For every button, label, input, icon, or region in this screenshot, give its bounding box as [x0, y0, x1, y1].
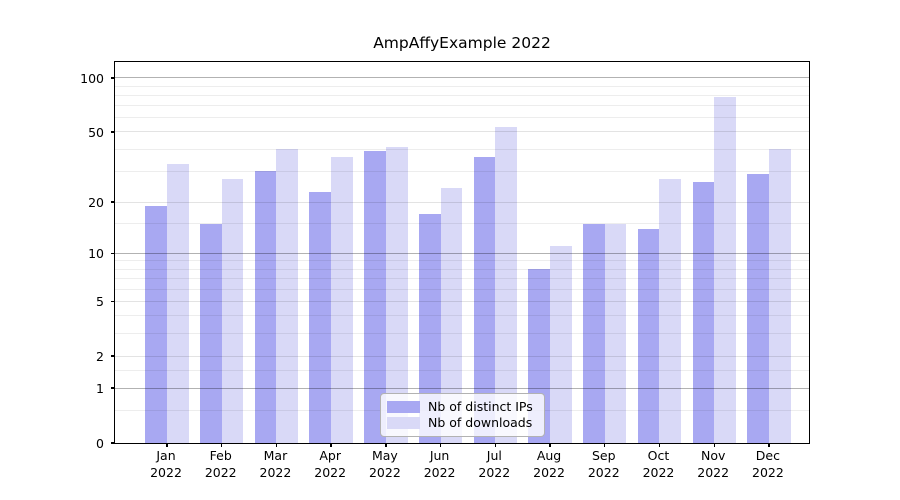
- bar-downloads: [331, 157, 353, 443]
- gridline-major: [115, 252, 809, 254]
- y-tick-label: 5: [96, 294, 104, 310]
- plot-area: Nb of distinct IPs Nb of downloads: [111, 61, 810, 447]
- y-tick-label: 100: [80, 70, 104, 86]
- x-tick-label: Dec 2022: [752, 448, 784, 480]
- x-tick-label: Oct 2022: [642, 448, 675, 480]
- chart-title: AmpAffyExample 2022: [373, 34, 551, 52]
- legend-label-distinct-ips: Nb of distinct IPs: [428, 399, 533, 414]
- gridline-minor: [115, 94, 809, 96]
- y-tick-label: 20: [88, 195, 104, 211]
- gridline-minor: [115, 105, 809, 107]
- legend-item-distinct-ips: Nb of distinct IPs: [387, 399, 536, 415]
- x-tick-mark: [604, 443, 606, 447]
- legend-swatch-downloads: [387, 417, 420, 429]
- x-tick-mark: [221, 443, 223, 447]
- x-tick-label: May 2022: [368, 448, 401, 480]
- x-tick-mark: [385, 443, 387, 447]
- bar-distinct-ips: [418, 214, 441, 443]
- y-tick-label: 10: [88, 246, 104, 262]
- gridline-minor: [115, 170, 809, 172]
- gridline-minor: [115, 288, 809, 290]
- bar-distinct-ips: [364, 151, 386, 443]
- gridline-minor: [115, 260, 809, 262]
- x-tick-mark: [768, 443, 770, 447]
- bar-distinct-ips: [254, 171, 277, 443]
- gridline-major: [115, 77, 809, 79]
- legend-item-downloads: Nb of downloads: [387, 415, 536, 431]
- bar-distinct-ips: [309, 191, 332, 443]
- bar-distinct-ips: [637, 228, 660, 443]
- y-tick-label: 50: [88, 124, 104, 140]
- y-tick-mark: [111, 387, 115, 389]
- gridline-minor: [115, 332, 809, 334]
- x-tick-mark: [713, 443, 715, 447]
- y-tick-mark: [111, 300, 115, 302]
- gridline-minor: [115, 223, 809, 225]
- y-tick-label: 0: [96, 436, 104, 451]
- gridline-major: [115, 201, 809, 203]
- y-tick-label: 1: [96, 381, 104, 397]
- y-tick-mark: [111, 77, 115, 79]
- bar-distinct-ips: [145, 206, 167, 443]
- bar-downloads: [714, 97, 736, 443]
- x-tick-label: Apr 2022: [314, 448, 347, 480]
- y-tick-mark: [111, 252, 115, 255]
- bar-distinct-ips: [200, 223, 222, 443]
- x-tick-mark: [658, 443, 661, 447]
- gridline-minor: [115, 117, 809, 119]
- x-tick-mark: [439, 443, 442, 447]
- x-tick-label: Mar 2022: [259, 448, 292, 480]
- x-tick-mark: [330, 443, 332, 447]
- bar-distinct-ips: [473, 157, 496, 443]
- bar-downloads: [385, 147, 408, 443]
- x-tick-label: Sep 2022: [587, 448, 620, 480]
- gridline-minor: [115, 268, 809, 270]
- gridline-minor: [115, 315, 809, 317]
- gridline-major: [115, 355, 809, 357]
- bar-downloads: [659, 179, 682, 443]
- bar-downloads: [167, 164, 189, 443]
- bar-distinct-ips: [692, 182, 715, 443]
- x-tick-mark: [166, 443, 168, 447]
- y-tick-mark: [111, 131, 115, 133]
- bar-downloads: [440, 188, 463, 443]
- x-tick-mark: [549, 443, 551, 447]
- gridline-major: [115, 300, 809, 302]
- y-tick-mark: [111, 201, 115, 203]
- y-tick-mark: [111, 355, 115, 357]
- gridline-minor: [115, 370, 809, 372]
- x-tick-mark: [494, 443, 496, 447]
- bar-downloads: [768, 149, 791, 443]
- y-tick-label: 2: [96, 349, 104, 365]
- bar-downloads: [495, 127, 517, 443]
- legend-label-downloads: Nb of downloads: [428, 415, 533, 430]
- x-tick-label: Aug 2022: [533, 448, 565, 480]
- x-tick-label: Jan 2022: [150, 448, 182, 480]
- x-tick-label: Jul 2022: [478, 448, 511, 480]
- bar-distinct-ips: [583, 223, 605, 443]
- x-tick-label: Nov 2022: [697, 448, 730, 480]
- bar-downloads: [221, 179, 244, 443]
- x-tick-mark: [275, 443, 278, 447]
- gridline-major: [115, 131, 809, 133]
- bar-downloads: [550, 246, 572, 443]
- bar-downloads: [276, 149, 299, 443]
- legend: Nb of distinct IPs Nb of downloads: [380, 393, 545, 437]
- x-tick-label: Feb 2022: [204, 448, 237, 480]
- gridline-major: [115, 387, 809, 389]
- y-tick-mark: [111, 442, 115, 444]
- legend-swatch-distinct-ips: [387, 401, 420, 413]
- bar-distinct-ips: [747, 173, 769, 443]
- gridline-minor: [115, 148, 809, 150]
- gridline-minor: [115, 85, 809, 87]
- gridline-minor: [115, 278, 809, 279]
- bar-downloads: [604, 223, 627, 443]
- x-tick-label: Jun 2022: [423, 448, 456, 480]
